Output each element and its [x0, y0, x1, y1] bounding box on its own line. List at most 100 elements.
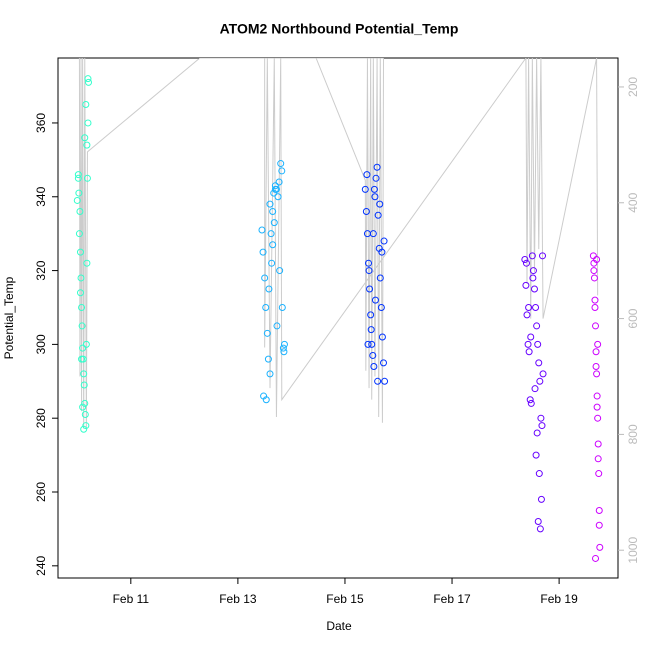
data-point — [82, 422, 90, 430]
data-point — [535, 470, 543, 478]
data-point — [258, 226, 266, 234]
x-tick-label: Feb 13 — [219, 592, 257, 606]
data-point — [82, 101, 90, 109]
data-point — [276, 267, 284, 275]
data-point — [261, 274, 269, 282]
y-axis-label: Potential_Temp — [2, 276, 16, 359]
data-point — [536, 377, 544, 385]
data-point — [539, 252, 547, 260]
data-point — [522, 259, 530, 267]
data-point — [531, 385, 539, 393]
data-point — [266, 370, 274, 378]
data-point — [277, 160, 285, 168]
data-point — [374, 377, 382, 385]
data-point — [593, 403, 601, 411]
data-point — [591, 303, 599, 311]
data-point — [365, 267, 373, 275]
data-point — [82, 340, 90, 348]
data-point — [362, 208, 370, 216]
data-point — [83, 174, 91, 182]
data-point — [81, 134, 89, 142]
data-point — [529, 274, 537, 282]
data-point — [365, 259, 373, 267]
data-point — [73, 196, 81, 204]
data-point — [378, 333, 386, 341]
y2-tick-label: 1000 — [626, 537, 640, 564]
data-point — [592, 348, 600, 356]
data-point — [273, 322, 281, 330]
data-point — [530, 285, 538, 293]
data-point — [526, 396, 534, 404]
data-point — [262, 396, 270, 404]
data-point — [76, 208, 84, 216]
data-point — [523, 311, 531, 319]
plot-frame — [57, 57, 619, 579]
data-point — [78, 355, 86, 363]
data-point — [80, 381, 88, 389]
data-point — [266, 200, 274, 208]
data-point — [533, 322, 541, 330]
data-point — [280, 340, 288, 348]
data-point — [278, 167, 286, 175]
data-point — [262, 303, 270, 311]
data-point — [593, 370, 601, 378]
data-point — [78, 303, 86, 311]
x-tick-label: Feb 15 — [326, 592, 364, 606]
data-point — [83, 141, 91, 149]
data-point — [595, 470, 603, 478]
data-point — [84, 119, 92, 127]
data-point — [592, 322, 600, 330]
data-point — [590, 267, 598, 275]
data-point — [367, 311, 375, 319]
y-tick-label: 360 — [34, 113, 48, 133]
y2-tick-label: 800 — [626, 424, 640, 444]
data-point — [370, 363, 378, 371]
y2-tick-label: 200 — [626, 77, 640, 97]
plot-area — [73, 58, 604, 562]
data-point — [81, 399, 89, 407]
data-point — [376, 200, 384, 208]
data-point — [83, 259, 91, 267]
data-point — [524, 340, 532, 348]
data-point — [75, 189, 83, 197]
data-point — [378, 248, 386, 256]
data-point — [590, 274, 598, 282]
y-tick-label: 300 — [34, 334, 48, 354]
y-tick-label: 280 — [34, 408, 48, 428]
data-point — [80, 425, 88, 433]
x-tick-label: Feb 19 — [540, 592, 578, 606]
y2-tick-label: 400 — [626, 192, 640, 212]
data-point — [535, 359, 543, 367]
data-point — [268, 259, 276, 267]
data-point — [522, 281, 530, 289]
data-point — [369, 351, 377, 359]
data-point — [537, 414, 545, 422]
data-point — [74, 171, 82, 179]
data-point — [361, 185, 369, 193]
data-point — [81, 411, 89, 419]
data-point — [529, 267, 537, 275]
data-point — [263, 329, 271, 337]
data-point — [592, 554, 600, 562]
data-point — [380, 237, 388, 245]
data-point — [369, 230, 377, 238]
data-point — [259, 248, 267, 256]
data-point — [278, 303, 286, 311]
data-point — [267, 230, 275, 238]
x-axis-label: Date — [326, 619, 352, 633]
data-point — [595, 521, 603, 529]
data-point — [381, 377, 389, 385]
data-point — [85, 78, 93, 86]
data-point — [534, 518, 542, 526]
data-point — [532, 303, 540, 311]
data-point — [533, 429, 541, 437]
data-point — [593, 256, 601, 264]
x-tick-label: Feb 17 — [433, 592, 471, 606]
data-point — [265, 285, 273, 293]
data-point — [594, 455, 602, 463]
data-point — [271, 182, 279, 190]
data-point — [74, 174, 82, 182]
y2-tick-label: 600 — [626, 308, 640, 328]
data-point — [528, 252, 536, 260]
data-point — [368, 340, 376, 348]
